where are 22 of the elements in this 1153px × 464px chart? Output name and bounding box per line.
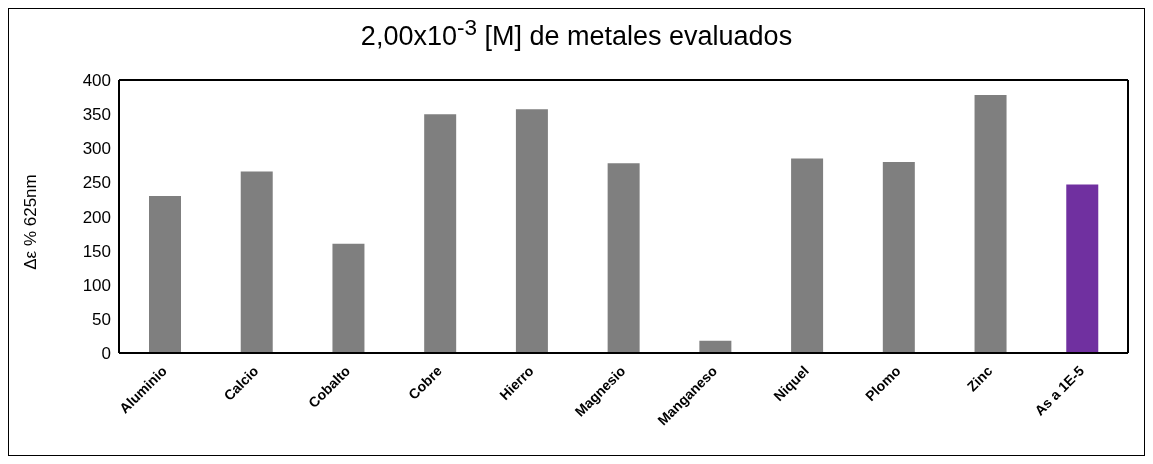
y-tick-label: 100: [82, 275, 111, 295]
bar: [974, 95, 1007, 353]
bar: [332, 243, 365, 353]
bar: [1066, 184, 1099, 353]
bar: [515, 109, 548, 353]
y-tick-label: 150: [82, 241, 111, 261]
bar: [240, 171, 273, 353]
y-tick-label: 50: [92, 309, 111, 329]
bar: [699, 340, 732, 353]
y-tick-label: 200: [82, 207, 111, 227]
y-tick-label: 0: [101, 344, 111, 364]
bar: [791, 158, 824, 353]
chart-title: 2,00x10$^{-3}$ [M] de metales evaluados: [359, 15, 794, 52]
y-tick-label: 250: [82, 173, 111, 193]
y-axis-title: Δε % 625nm: [21, 174, 41, 270]
bar: [882, 161, 915, 353]
bar: [424, 114, 457, 353]
y-tick-label: 300: [82, 139, 111, 159]
y-tick-label: 350: [82, 105, 111, 125]
bar: [149, 196, 181, 353]
y-tick-label: 400: [82, 71, 111, 91]
bar: [607, 163, 640, 353]
